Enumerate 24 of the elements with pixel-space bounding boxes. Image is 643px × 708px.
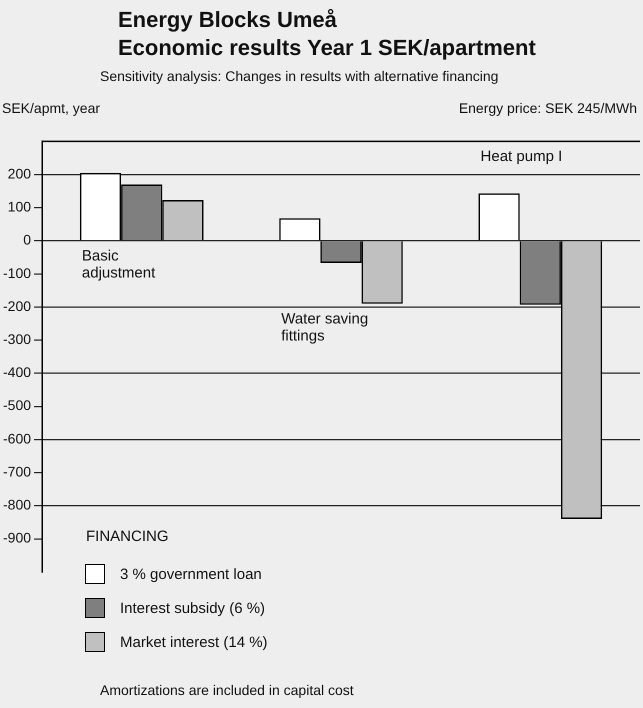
text: Energy price: SEK 245/MWh — [458, 100, 637, 116]
legend-label: Market interest (14 %) — [120, 634, 268, 650]
x-tick-label: Basic adjustment — [82, 247, 156, 282]
y-tick-label: -800 — [2, 496, 32, 513]
y-axis-title: SEK/apmt, year — [2, 100, 100, 116]
chart-subtitle: Sensitivity analysis: Changes in results with alternative financing — [100, 68, 498, 84]
legend-title: FINANCING — [86, 528, 170, 545]
y-tick-label: -400 — [2, 364, 32, 380]
x-tick-label: Water saving fittings — [281, 310, 368, 344]
y-tick-label: -700 — [2, 463, 32, 480]
y-tick-label: -300 — [2, 331, 32, 347]
chart-title: Energy Blocks Umeå Economic results Year 1 SEK/apartment — [118, 6, 536, 62]
y-tick-label: 100 — [8, 198, 32, 215]
y-tick-label: -500 — [2, 397, 32, 414]
y-tick-label: -200 — [2, 298, 32, 314]
y-tick-label: -900 — [2, 530, 32, 546]
y-tick-label: -100 — [2, 264, 32, 281]
legend-label: Interest subsidy (6 %) — [120, 600, 266, 616]
legend-label: 3 % government loan — [120, 566, 262, 582]
text: Amortizations are included in capital cost — [100, 682, 354, 698]
y-tick-label: 200 — [8, 165, 32, 182]
x-tick-label: Heat pump I — [480, 148, 562, 166]
y-tick-label: 0 — [23, 232, 32, 248]
y-tick-label: -600 — [2, 430, 32, 446]
